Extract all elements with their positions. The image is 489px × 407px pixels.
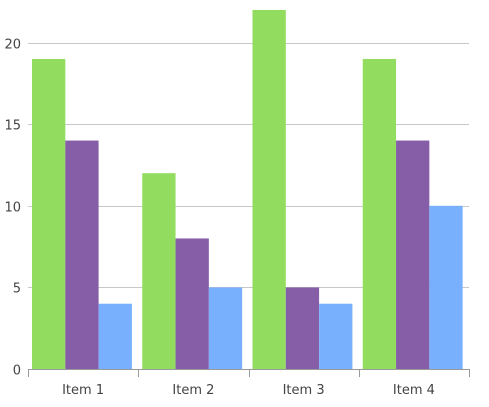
bar-item-3-series-1: [252, 10, 286, 369]
y-tick-label: 5: [13, 282, 21, 297]
bar-item-1-series-1: [32, 58, 66, 369]
bar-item-3-series-2: [285, 287, 320, 369]
bar-item-1-series-3: [98, 303, 132, 369]
y-tick-label: 0: [13, 364, 21, 379]
bar-item-4-series-1: [362, 58, 397, 369]
x-tick-label: Item 3: [283, 383, 325, 398]
bar-item-1-series-2: [65, 140, 99, 369]
bar-item-4-series-2: [396, 140, 430, 369]
y-tick-label: 20: [4, 38, 21, 53]
bars: [32, 10, 463, 369]
axes: [28, 369, 470, 377]
y-tick-label: 15: [4, 119, 21, 134]
bar-item-4-series-3: [429, 205, 463, 369]
bar-item-2-series-1: [142, 173, 176, 369]
x-tick-label: Item 1: [62, 383, 104, 398]
y-tick-label: 10: [4, 201, 21, 216]
bar-item-2-series-3: [208, 287, 243, 369]
x-tick-label: Item 2: [172, 383, 214, 398]
bar-item-3-series-3: [319, 303, 353, 369]
tick-labels: 0 5 10 15 20 Item 1 Item 2 Item 3 Item 4: [4, 38, 434, 399]
bar-item-2-series-2: [175, 238, 209, 369]
x-tick-label: Item 4: [393, 383, 435, 398]
